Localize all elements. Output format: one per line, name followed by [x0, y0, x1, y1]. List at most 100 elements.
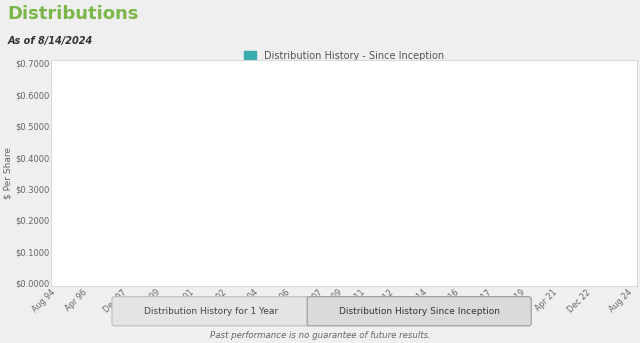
Bar — [60, 260, 61, 283]
Bar — [63, 262, 65, 283]
Bar — [302, 253, 303, 283]
Bar — [234, 255, 236, 283]
Bar — [311, 253, 312, 283]
Bar — [330, 256, 332, 283]
Text: As of 8/14/2024: As of 8/14/2024 — [8, 36, 93, 46]
Bar — [134, 266, 136, 283]
Bar — [125, 243, 127, 283]
Bar — [61, 261, 63, 283]
Bar — [254, 253, 255, 283]
Text: Distribution History for 1 Year: Distribution History for 1 Year — [144, 307, 278, 316]
Bar — [287, 253, 289, 283]
Bar — [195, 259, 196, 283]
Bar — [353, 254, 355, 283]
Bar — [346, 255, 348, 283]
Bar — [316, 252, 317, 283]
Bar — [109, 244, 111, 283]
Bar — [120, 263, 122, 283]
Bar — [159, 263, 161, 283]
Bar — [108, 208, 109, 283]
Bar — [152, 267, 154, 283]
Bar — [366, 257, 367, 283]
Bar — [92, 264, 93, 283]
Bar — [84, 263, 86, 283]
Bar — [369, 257, 371, 283]
Bar — [86, 263, 88, 283]
Bar — [305, 253, 307, 283]
Bar — [190, 261, 191, 283]
Bar — [104, 263, 106, 283]
Bar — [95, 265, 97, 283]
Bar — [293, 253, 294, 283]
Bar — [172, 228, 173, 283]
Bar — [77, 263, 79, 283]
Bar — [106, 264, 108, 283]
Bar — [220, 256, 221, 283]
Bar — [111, 255, 113, 283]
Bar — [232, 255, 234, 283]
Bar — [227, 253, 228, 283]
Bar — [225, 254, 227, 283]
Bar — [99, 263, 100, 283]
Bar — [65, 261, 67, 283]
Bar — [154, 268, 156, 283]
Bar — [229, 254, 230, 283]
Bar — [327, 256, 328, 283]
Y-axis label: $ Per Share: $ Per Share — [3, 147, 12, 199]
Bar — [332, 256, 333, 283]
Bar — [163, 267, 164, 283]
Bar — [291, 253, 292, 283]
Bar — [68, 260, 70, 283]
Bar — [362, 256, 364, 283]
Bar — [271, 253, 273, 283]
Bar — [58, 259, 60, 283]
Bar — [341, 254, 342, 283]
Bar — [325, 257, 326, 283]
Bar — [181, 265, 182, 283]
Bar — [323, 257, 324, 283]
Bar — [124, 264, 125, 283]
Bar — [102, 263, 104, 283]
Bar — [279, 252, 280, 283]
Bar — [138, 265, 140, 283]
Bar — [161, 266, 163, 283]
Bar — [263, 253, 264, 283]
Bar — [175, 266, 177, 283]
Bar — [334, 256, 335, 283]
Bar — [273, 253, 275, 283]
Bar — [81, 263, 83, 283]
Bar — [70, 261, 72, 283]
Bar — [222, 256, 223, 283]
Bar — [236, 159, 237, 283]
Bar — [246, 253, 248, 283]
Bar — [157, 248, 159, 283]
Bar — [72, 262, 74, 283]
Bar — [76, 262, 77, 283]
Bar — [129, 264, 131, 283]
Bar — [261, 253, 262, 283]
Bar — [136, 266, 138, 283]
Bar — [127, 262, 129, 283]
Bar — [250, 253, 252, 283]
Bar — [56, 259, 58, 283]
Bar — [74, 263, 76, 283]
Bar — [298, 253, 300, 283]
Bar — [337, 256, 339, 283]
Bar — [88, 263, 90, 283]
Bar — [93, 264, 95, 283]
Bar — [318, 253, 319, 283]
Bar — [339, 255, 340, 283]
Bar — [266, 243, 268, 283]
Bar — [289, 253, 291, 283]
Bar — [149, 267, 150, 283]
Bar — [117, 263, 118, 283]
Bar — [360, 256, 362, 283]
Bar — [282, 253, 284, 283]
Bar — [239, 253, 241, 283]
Bar — [286, 253, 287, 283]
Bar — [133, 265, 134, 283]
Bar — [83, 263, 84, 283]
Bar — [275, 253, 276, 283]
Bar — [177, 266, 179, 283]
Bar — [118, 263, 120, 283]
